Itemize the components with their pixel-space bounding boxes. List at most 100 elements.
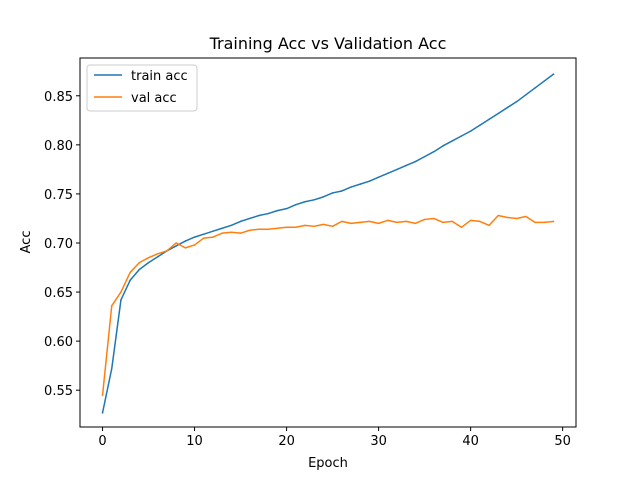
data-point-train-acc (249, 217, 251, 220)
data-point-val-acc (377, 222, 380, 225)
data-point-train-acc (313, 199, 315, 201)
data-point-train-acc (488, 118, 490, 121)
data-point-val-acc (304, 224, 306, 227)
y-tick-label: 0.85 (44, 90, 73, 105)
data-point-val-acc (525, 215, 527, 218)
data-point-train-acc (387, 172, 389, 175)
series-line-train-acc (101, 73, 555, 414)
data-point-val-acc (313, 225, 315, 228)
data-point-train-acc (203, 233, 205, 235)
data-point-train-acc (184, 240, 187, 242)
data-point-val-acc (534, 221, 536, 224)
data-point-val-acc (442, 221, 444, 224)
legend: train acc val acc (86, 64, 198, 112)
data-point-train-acc (350, 186, 352, 188)
data-point-val-acc (341, 220, 343, 223)
data-point-train-acc (111, 367, 113, 370)
y-axis-title: Acc (19, 231, 34, 254)
y-tick-label: 0.65 (44, 286, 73, 301)
data-point-val-acc (359, 221, 361, 224)
data-point-train-acc (359, 183, 361, 185)
data-point-val-acc (175, 242, 177, 244)
data-point-val-acc (479, 220, 481, 223)
data-point-val-acc (249, 229, 251, 231)
legend-label-val-acc: val acc (131, 91, 177, 106)
data-point-val-acc (285, 226, 288, 229)
x-axis-title: Epoch (308, 456, 348, 471)
x-tick-label: 20 (278, 434, 295, 449)
data-point-val-acc (331, 225, 334, 228)
data-point-val-acc (543, 221, 545, 224)
x-tick-label: 10 (186, 434, 203, 449)
data-point-train-acc (460, 135, 463, 137)
data-point-train-acc (212, 230, 214, 232)
data-point-train-acc (285, 207, 288, 210)
data-point-val-acc (515, 217, 518, 220)
data-point-val-acc (111, 305, 113, 307)
data-point-train-acc (469, 130, 472, 132)
data-point-val-acc (193, 244, 196, 246)
data-point-train-acc (368, 180, 371, 182)
data-point-train-acc (120, 299, 122, 301)
y-tick-label: 0.75 (44, 188, 73, 203)
plot-area (101, 73, 555, 414)
data-point-train-acc (267, 212, 269, 215)
data-point-val-acc (433, 217, 435, 220)
chart-title: Training Acc vs Validation Acc (209, 34, 447, 53)
data-point-train-acc (497, 112, 499, 115)
data-point-val-acc (368, 220, 371, 223)
data-point-val-acc (497, 214, 499, 217)
x-axis: 0 10 20 30 40 50 (98, 427, 571, 449)
data-point-val-acc (239, 232, 242, 234)
data-point-val-acc (212, 236, 214, 238)
data-point-train-acc (543, 80, 545, 82)
data-point-train-acc (101, 412, 104, 414)
data-point-train-acc (295, 203, 297, 206)
data-point-val-acc (322, 223, 325, 226)
data-point-val-acc (552, 220, 555, 223)
data-point-train-acc (304, 201, 306, 203)
data-point-val-acc (506, 216, 509, 219)
data-point-train-acc (193, 236, 196, 238)
data-point-val-acc (157, 253, 159, 255)
data-point-val-acc (460, 226, 463, 229)
x-tick-label: 50 (554, 434, 571, 449)
data-point-train-acc (396, 168, 398, 171)
data-point-train-acc (506, 106, 509, 109)
data-point-val-acc (488, 224, 490, 227)
data-point-train-acc (534, 87, 536, 89)
x-tick-label: 30 (370, 434, 387, 449)
y-tick-label: 0.70 (44, 237, 73, 252)
data-point-val-acc (276, 227, 279, 230)
data-point-train-acc (157, 255, 159, 258)
y-tick-label: 0.60 (44, 335, 73, 350)
data-point-val-acc (469, 219, 472, 222)
data-point-val-acc (221, 232, 223, 234)
data-point-val-acc (138, 261, 141, 264)
data-point-train-acc (341, 190, 343, 192)
data-point-train-acc (147, 261, 150, 264)
data-point-train-acc (138, 268, 141, 271)
data-point-train-acc (442, 145, 444, 147)
data-point-val-acc (184, 247, 187, 249)
data-point-val-acc (101, 394, 104, 396)
data-point-val-acc (147, 256, 150, 259)
data-point-train-acc (479, 124, 481, 126)
data-point-train-acc (515, 100, 518, 103)
data-point-val-acc (258, 228, 260, 230)
x-tick-label: 0 (98, 434, 106, 449)
x-tick-label: 40 (462, 434, 479, 449)
y-tick-label: 0.80 (44, 139, 73, 154)
data-point-train-acc (258, 214, 260, 217)
data-point-train-acc (175, 245, 177, 247)
data-point-train-acc (221, 227, 223, 230)
data-point-train-acc (129, 279, 131, 282)
data-point-val-acc (267, 228, 269, 230)
data-point-train-acc (377, 176, 380, 178)
data-point-train-acc (230, 224, 233, 227)
data-point-val-acc (414, 222, 417, 225)
data-point-train-acc (433, 150, 435, 153)
data-point-val-acc (129, 271, 131, 274)
data-point-train-acc (552, 73, 555, 75)
y-tick-label: 0.55 (44, 384, 73, 399)
